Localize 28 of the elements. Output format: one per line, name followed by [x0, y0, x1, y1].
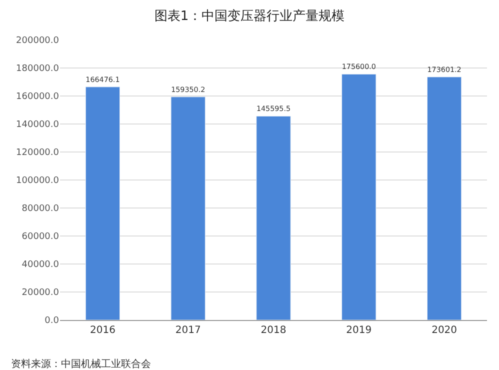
y-tick-label: 180000.0 [16, 64, 60, 74]
x-tick-label: 2019 [346, 325, 372, 336]
y-tick-label: 200000.0 [16, 36, 60, 46]
y-tick-label: 20000.0 [22, 288, 60, 298]
data-label: 166476.1 [86, 74, 120, 84]
data-label: 145595.5 [256, 104, 291, 114]
text: 资料来源：中国机械工业联合会 [11, 358, 151, 370]
chart-title: 图表1：中国变压器行业产量规模 [154, 9, 345, 24]
x-tick-label: 2017 [175, 325, 201, 336]
bar [170, 96, 206, 320]
x-tick-label: 2016 [90, 325, 116, 336]
data-label: 175600.0 [342, 62, 376, 72]
y-tick-label: 100000.0 [16, 176, 60, 186]
bar [85, 86, 120, 320]
bar [256, 116, 291, 320]
y-tick-label: 0.0 [44, 316, 60, 326]
bar [342, 74, 376, 320]
y-tick-label: 80000.0 [22, 204, 60, 214]
x-tick-label: 2020 [432, 325, 458, 336]
data-label: 159350.2 [171, 84, 206, 94]
bar [426, 76, 462, 320]
y-tick-label: 140000.0 [16, 120, 60, 130]
x-tick-label: 2018 [260, 325, 286, 336]
y-tick-label: 60000.0 [22, 232, 60, 242]
y-tick-label: 40000.0 [22, 260, 60, 270]
y-tick-label: 160000.0 [16, 92, 60, 102]
y-tick-label: 120000.0 [16, 148, 60, 158]
data-label: 173601.2 [427, 64, 462, 74]
